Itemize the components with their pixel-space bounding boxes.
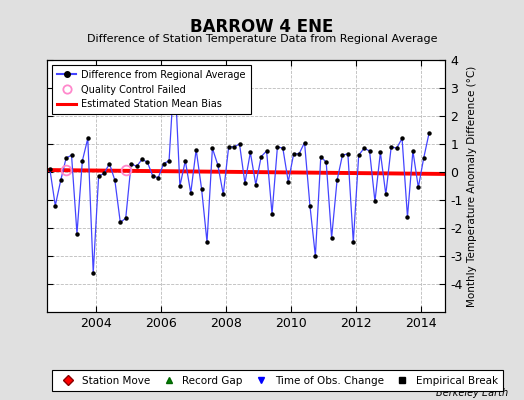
Text: Berkeley Earth: Berkeley Earth (436, 388, 508, 398)
Y-axis label: Monthly Temperature Anomaly Difference (°C): Monthly Temperature Anomaly Difference (… (467, 65, 477, 307)
Text: Difference of Station Temperature Data from Regional Average: Difference of Station Temperature Data f… (87, 34, 437, 44)
Legend: Difference from Regional Average, Quality Control Failed, Estimated Station Mean: Difference from Regional Average, Qualit… (52, 65, 250, 114)
Text: BARROW 4 ENE: BARROW 4 ENE (190, 18, 334, 36)
Legend: Station Move, Record Gap, Time of Obs. Change, Empirical Break: Station Move, Record Gap, Time of Obs. C… (52, 370, 504, 391)
